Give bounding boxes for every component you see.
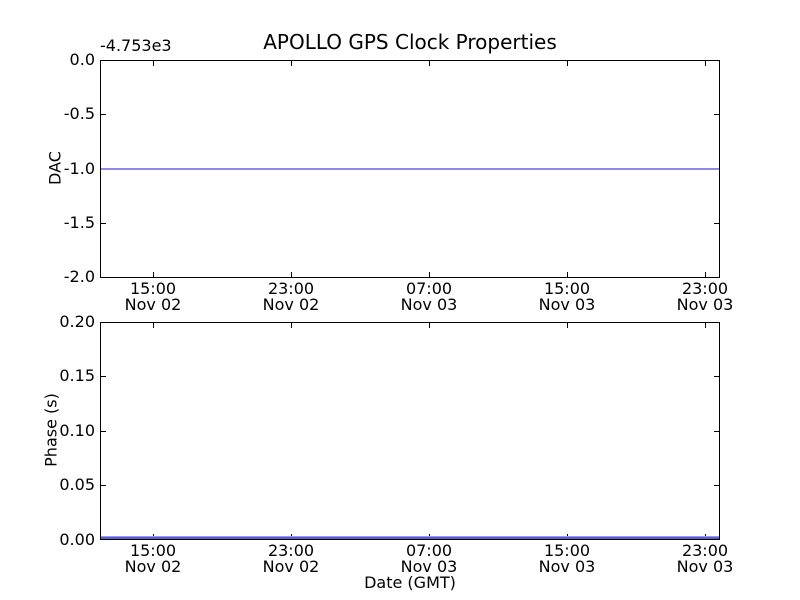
- x-tick-label: 23:00 Nov 03: [655, 543, 755, 575]
- x-tick-time: 23:00: [267, 541, 315, 560]
- y-tick-label: 0.0: [69, 50, 95, 69]
- chart-title: APOLLO GPS Clock Properties: [263, 30, 557, 54]
- tick-mark: [705, 323, 706, 328]
- tick-mark: [714, 114, 719, 115]
- x-tick-label: 07:00 Nov 03: [379, 543, 479, 575]
- x-tick-time: 15:00: [129, 541, 177, 560]
- tick-mark: [705, 61, 706, 66]
- phase-axes: [100, 322, 720, 540]
- tick-mark: [429, 61, 430, 66]
- x-tick-time: 15:00: [543, 279, 591, 298]
- x-tick-label: 15:00 Nov 02: [103, 543, 203, 575]
- tick-mark: [567, 61, 568, 66]
- dac-axis-label: DAC: [45, 151, 65, 185]
- x-tick-label: 15:00 Nov 03: [517, 281, 617, 313]
- x-tick-time: 23:00: [681, 541, 729, 560]
- x-tick-label: 15:00 Nov 03: [517, 543, 617, 575]
- x-tick-date: Nov 03: [676, 295, 734, 314]
- tick-mark: [429, 534, 430, 539]
- tick-mark: [567, 534, 568, 539]
- x-tick-date: Nov 03: [400, 557, 458, 576]
- tick-mark: [429, 323, 430, 328]
- x-tick-date: Nov 03: [400, 295, 458, 314]
- tick-mark: [429, 272, 430, 277]
- tick-mark: [714, 223, 719, 224]
- y-tick-label: 0.10: [59, 421, 95, 440]
- x-tick-date: Nov 03: [676, 557, 734, 576]
- tick-mark: [705, 272, 706, 277]
- tick-mark: [705, 534, 706, 539]
- tick-mark: [101, 223, 106, 224]
- tick-mark: [101, 485, 106, 486]
- tick-mark: [101, 376, 106, 377]
- tick-mark: [291, 534, 292, 539]
- y-tick-label: 0.20: [59, 312, 95, 331]
- tick-mark: [714, 485, 719, 486]
- tick-mark: [567, 323, 568, 328]
- x-tick-label: 23:00 Nov 02: [241, 281, 341, 313]
- y-tick-label: -2.0: [63, 267, 95, 286]
- tick-mark: [153, 61, 154, 66]
- tick-mark: [101, 431, 106, 432]
- y-tick-label: -0.5: [63, 104, 95, 123]
- x-tick-date: Nov 02: [262, 557, 320, 576]
- tick-mark: [153, 323, 154, 328]
- date-axis-label: Date (GMT): [364, 573, 456, 592]
- tick-mark: [291, 323, 292, 328]
- y-tick-label: -1.0: [63, 159, 95, 178]
- tick-mark: [714, 376, 719, 377]
- x-tick-label: 23:00 Nov 02: [241, 543, 341, 575]
- x-tick-time: 15:00: [129, 279, 177, 298]
- tick-mark: [714, 431, 719, 432]
- x-tick-date: Nov 02: [124, 295, 182, 314]
- phase-data-line: [101, 537, 719, 539]
- x-tick-time: 15:00: [543, 541, 591, 560]
- tick-mark: [153, 272, 154, 277]
- x-tick-time: 07:00: [405, 279, 453, 298]
- y-tick-label: 0.05: [59, 475, 95, 494]
- phase-axis-label: Phase (s): [41, 393, 61, 467]
- tick-mark: [101, 114, 106, 115]
- tick-mark: [567, 272, 568, 277]
- y-axis-offset-text: -4.753e3: [100, 36, 172, 55]
- tick-mark: [291, 61, 292, 66]
- x-tick-time: 23:00: [681, 279, 729, 298]
- y-tick-label: -1.5: [63, 213, 95, 232]
- dac-axes: [100, 60, 720, 278]
- x-tick-label: 07:00 Nov 03: [379, 281, 479, 313]
- x-tick-label: 15:00 Nov 02: [103, 281, 203, 313]
- x-tick-label: 23:00 Nov 03: [655, 281, 755, 313]
- x-tick-date: Nov 03: [538, 557, 596, 576]
- y-tick-label: 0.00: [59, 530, 95, 549]
- tick-mark: [153, 534, 154, 539]
- x-tick-date: Nov 02: [262, 295, 320, 314]
- x-tick-date: Nov 03: [538, 295, 596, 314]
- x-tick-time: 23:00: [267, 279, 315, 298]
- x-tick-time: 07:00: [405, 541, 453, 560]
- dac-data-line: [101, 168, 719, 170]
- y-tick-label: 0.15: [59, 366, 95, 385]
- tick-mark: [291, 272, 292, 277]
- x-tick-date: Nov 02: [124, 557, 182, 576]
